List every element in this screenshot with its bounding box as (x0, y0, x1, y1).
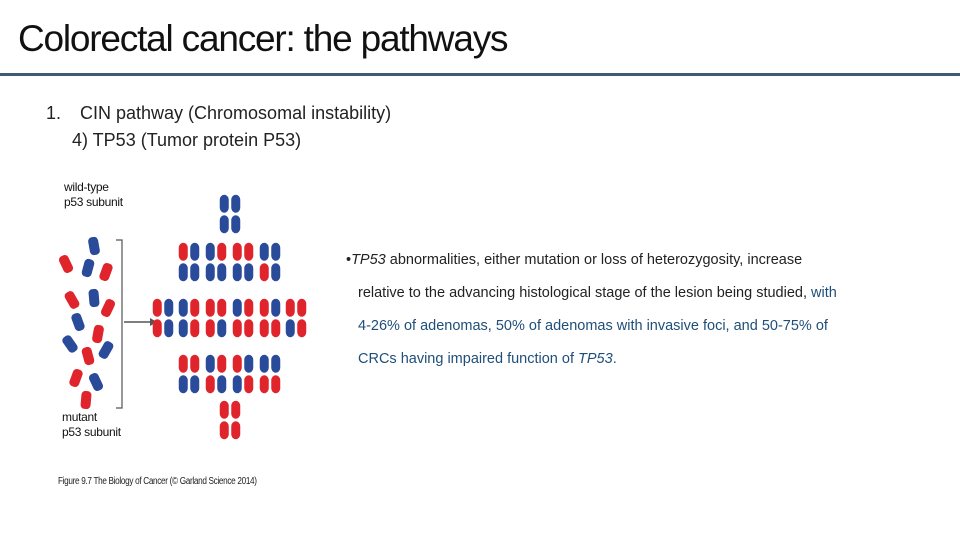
tetramer-grid (152, 194, 307, 440)
body-line-1: •TP53 abnormalities, either mutation or … (346, 244, 926, 277)
p53-subunit-icon (71, 312, 85, 332)
title-divider (0, 73, 960, 76)
body-line-3: 4-26% of adenomas, 50% of adenomas with … (358, 318, 828, 334)
p53-tetramer-icon (232, 298, 254, 338)
p53-subunit-icon (69, 368, 83, 388)
mutant-label-line1: mutant (62, 410, 97, 424)
body-line-1-text: abnormalities, either mutation or loss o… (385, 252, 803, 268)
body-line-4-text: CRCs having impaired function of (358, 351, 579, 367)
body-line-2: relative to the advancing histological s… (346, 277, 926, 310)
bracket (116, 239, 123, 409)
outline-subitem-tp53: 4) TP53 (Tumor protein P53) (72, 130, 302, 150)
gene-name-tp53-2: TP53 (578, 351, 613, 367)
body-line-2-text: relative to the advancing histological s… (358, 285, 807, 301)
gene-name-tp53: TP53 (351, 252, 386, 268)
p53-tetramer-icon (259, 354, 281, 394)
mutant-label: mutant p53 subunit (62, 410, 121, 440)
p53-tetramer-icon (232, 242, 254, 282)
loose-subunits (58, 236, 116, 410)
outline-item-1-text: CIN pathway (Chromosomal instability) (80, 103, 392, 123)
p53-subunit-icon (88, 373, 104, 391)
p53-subunit-icon (99, 262, 113, 282)
p53-subunit-icon (81, 258, 95, 278)
p53-tetramer-icon (178, 242, 200, 282)
body-line-4-end: . (612, 351, 617, 367)
p53-tetramer-icon (219, 194, 241, 234)
p53-tetramer-icon (259, 298, 281, 338)
p53-subunit-icon (64, 291, 80, 309)
wild-type-label-line1: wild-type (64, 180, 109, 194)
p53-tetramer-icon (178, 354, 200, 394)
outline-list: 1. CIN pathway (Chromosomal instability) … (46, 100, 391, 154)
p53-subunit-icon (80, 390, 92, 410)
p53-tetramer-icon (205, 242, 227, 282)
p53-tetramer-icon (178, 298, 200, 338)
outline-item-1: 1. CIN pathway (Chromosomal instability) (46, 100, 391, 127)
mutant-label-line2: p53 subunit (62, 425, 121, 439)
p53-tetramer-icon (232, 354, 254, 394)
p53-tetramer-figure: wild-type p53 subunit mutant p53 subunit… (58, 172, 338, 502)
figure-diagram (58, 194, 307, 440)
figure-caption: Figure 9.7 The Biology of Cancer (© Garl… (58, 476, 257, 487)
p53-subunit-icon (92, 324, 104, 344)
p53-tetramer-icon (152, 298, 174, 338)
slide-title: Colorectal cancer: the pathways (18, 18, 508, 59)
p53-tetramer-icon (219, 400, 241, 440)
body-line-4: CRCs having impaired function of TP53. (346, 343, 926, 376)
bullet: • (346, 252, 352, 268)
body-paragraph: •TP53 abnormalities, either mutation or … (346, 244, 926, 376)
p53-subunit-icon (100, 299, 116, 317)
p53-subunit-icon (98, 341, 114, 359)
p53-subunit-icon (88, 236, 100, 256)
p53-tetramer-icon (205, 298, 227, 338)
p53-tetramer-icon (205, 354, 227, 394)
p53-tetramer-icon (259, 242, 281, 282)
p53-subunit-icon (58, 255, 74, 273)
p53-subunit-icon (81, 346, 95, 366)
p53-tetramer-icon (285, 298, 307, 338)
wild-type-label: wild-type p53 subunit (64, 180, 123, 210)
body-line-2-highlight: with (807, 285, 837, 301)
wild-type-label-line2: p53 subunit (64, 195, 123, 209)
p53-subunit-icon (88, 288, 100, 308)
p53-subunit-icon (62, 335, 78, 353)
outline-item-1-number: 1. (46, 103, 62, 123)
